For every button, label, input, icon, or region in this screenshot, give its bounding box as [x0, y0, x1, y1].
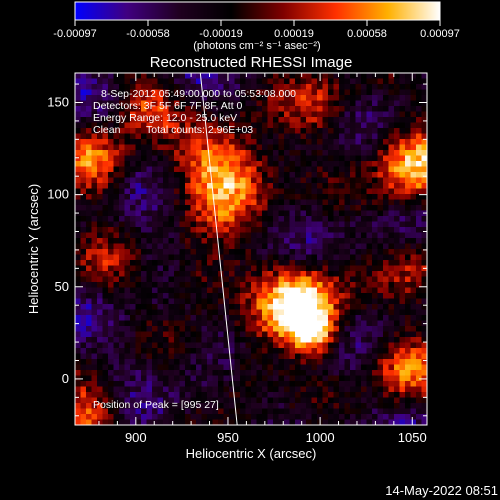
colorbar-units: (photons cm⁻² s⁻¹ asec⁻²) [193, 40, 320, 52]
solar-limb-line [199, 73, 238, 425]
colorbar-tick-label: -0.00019 [199, 28, 242, 40]
footer-timestamp: 14-May-2022 08:51 [385, 483, 498, 498]
plot-frame [74, 72, 428, 426]
annotation-algorithm: Clean [93, 124, 121, 136]
colorbar-tick-label: 0.00097 [420, 28, 460, 40]
x-tick-label: 1000 [306, 430, 335, 445]
annotation-peak: Position of Peak = [995 27] [93, 399, 219, 411]
colorbar-tick-label: 0.00019 [274, 28, 314, 40]
colorbar-tick-label: 0.00058 [347, 28, 387, 40]
annotation-time-range: 8-Sep-2012 05:49:00.000 to 05:53:08.000 [101, 88, 296, 100]
plot-area [75, 73, 427, 425]
y-tick-label: 100 [47, 187, 69, 202]
heatmap-image [75, 73, 427, 425]
y-tick-label: 0 [62, 371, 69, 386]
x-axis-label: Heliocentric X (arcsec) [186, 446, 317, 461]
colorbar-tick-label: -0.00058 [126, 28, 169, 40]
x-tick-label: 950 [217, 430, 239, 445]
y-tick-label: 150 [47, 94, 69, 109]
y-axis-label: Heliocentric Y (arcsec) [26, 184, 41, 314]
chart-title: Reconstructed RHESSI Image [150, 54, 353, 71]
annotation-energy-range: Energy Range: 12.0 - 25.0 keV [93, 112, 237, 124]
colorbar-ticks: -0.00097 -0.00058 -0.00019 0.00019 0.00058 0.… [53, 20, 460, 40]
colorbar [74, 1, 441, 21]
y-tick-label: 50 [55, 279, 69, 294]
x-tick-label: 900 [125, 430, 147, 445]
annotation-detectors: Detectors: 3F 5F 6F 7F 8F, Att 0 [93, 100, 243, 112]
annotation-total-counts: Total counts: 2.96E+03 [146, 124, 253, 136]
colorbar-tick-label: -0.00097 [53, 28, 96, 40]
axis-ticks: 900 950 1000 1050 0 50 100 150 [47, 73, 427, 445]
x-tick-label: 1050 [398, 430, 427, 445]
